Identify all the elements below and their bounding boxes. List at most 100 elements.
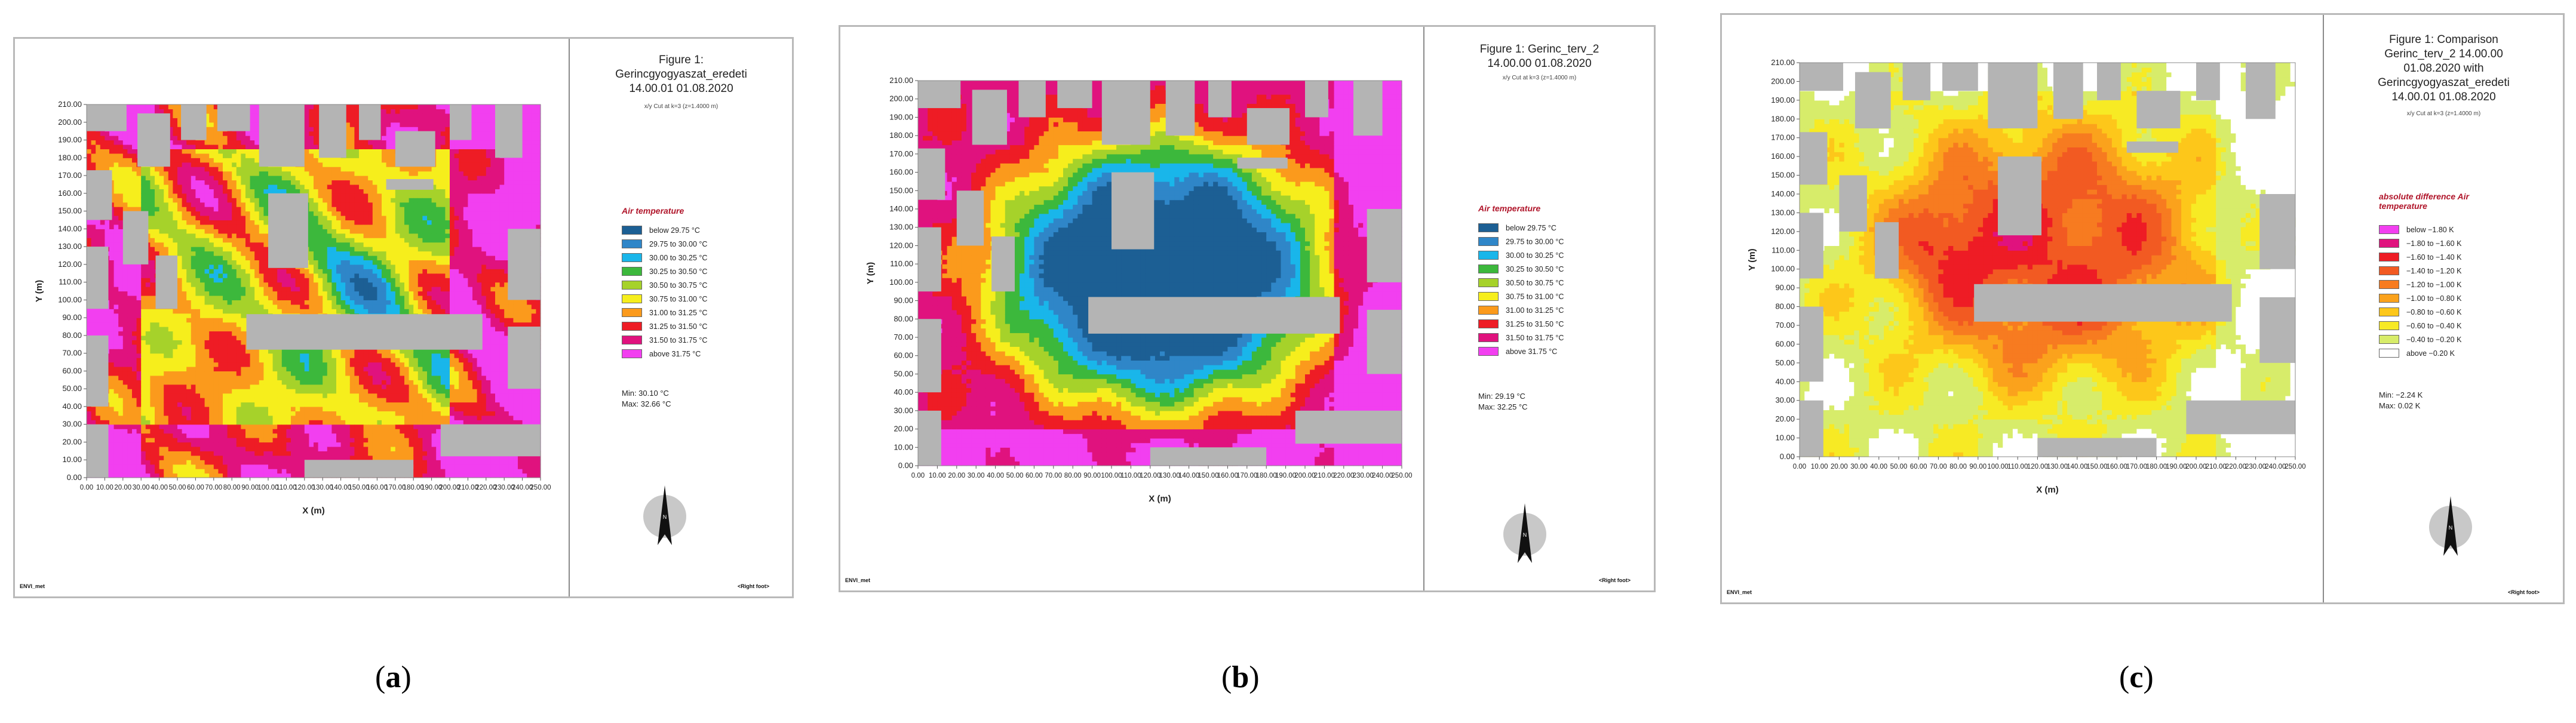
heatmap-cell <box>323 424 328 429</box>
heatmap-cell <box>286 406 291 411</box>
heatmap-cell <box>127 273 133 278</box>
heatmap-cell <box>227 242 232 247</box>
heatmap-cell <box>136 473 142 478</box>
heatmap-cell <box>122 264 128 269</box>
heatmap-cell <box>277 402 283 407</box>
heatmap-cell <box>349 424 355 429</box>
heatmap-cell <box>168 438 173 443</box>
heatmap-cell <box>277 384 283 389</box>
heatmap-cell <box>268 184 274 189</box>
heatmap-cell <box>182 273 187 278</box>
heatmap-cell <box>281 269 287 274</box>
heatmap-cell <box>155 202 160 207</box>
heatmap-cell <box>340 402 346 407</box>
heatmap-cell <box>177 216 183 221</box>
heatmap-cell <box>345 442 351 447</box>
heatmap-cell <box>268 438 274 443</box>
heatmap-cell <box>145 198 151 203</box>
heatmap-cell <box>145 207 151 212</box>
heatmap-cell <box>118 424 124 429</box>
heatmap-cell <box>204 153 210 158</box>
heatmap-cell <box>200 429 205 434</box>
heatmap-cell <box>241 171 246 176</box>
heatmap-cell <box>118 242 124 247</box>
heatmap-cell <box>323 398 328 403</box>
heatmap-cell <box>227 424 232 429</box>
heatmap-cell <box>304 287 309 292</box>
heatmap-cell <box>263 358 269 363</box>
heatmap-cell <box>168 109 173 114</box>
heatmap-cell <box>340 353 346 358</box>
heatmap-cell <box>331 415 337 420</box>
heatmap-cell <box>186 366 192 372</box>
heatmap-cell <box>295 309 300 314</box>
heatmap-cell <box>204 384 210 389</box>
heatmap-cell <box>186 460 192 465</box>
heatmap-cell <box>314 380 319 385</box>
heatmap-cell <box>318 184 323 189</box>
heatmap-cell <box>96 140 101 145</box>
heatmap-cell <box>218 402 223 407</box>
heatmap-cell <box>254 389 260 394</box>
heatmap-cell <box>245 366 251 372</box>
heatmap-cell <box>127 171 133 176</box>
heatmap-cell <box>96 420 101 425</box>
heatmap-cell <box>250 393 255 398</box>
heatmap-cell <box>200 420 205 425</box>
heatmap-cell <box>195 162 201 167</box>
heatmap-cell <box>314 136 319 141</box>
heatmap-cell <box>96 233 101 238</box>
heatmap-cell <box>250 153 255 158</box>
heatmap-cell <box>213 344 219 349</box>
heatmap-cell <box>168 393 173 398</box>
heatmap-cell <box>241 371 246 376</box>
heatmap-cell <box>177 415 183 420</box>
heatmap-cell <box>232 406 237 411</box>
heatmap-cell <box>186 398 192 403</box>
heatmap-cell <box>277 295 283 300</box>
heatmap-cell <box>331 251 337 256</box>
heatmap-cell <box>195 273 201 278</box>
heatmap-cell <box>159 389 164 394</box>
heatmap-cell <box>177 162 183 167</box>
heatmap-cell <box>159 406 164 411</box>
heatmap-cell <box>281 273 287 278</box>
heatmap-cell <box>349 451 355 456</box>
heatmap-cell <box>300 278 305 283</box>
heatmap-cell <box>141 198 146 203</box>
heatmap-cell <box>254 176 260 181</box>
heatmap-cell <box>209 238 214 243</box>
heatmap-cell <box>204 424 210 429</box>
heatmap-cell <box>263 393 269 398</box>
heatmap-cell <box>191 184 196 189</box>
heatmap-cell <box>204 411 210 416</box>
heatmap-cell <box>213 469 219 474</box>
heatmap-cell <box>177 371 183 376</box>
heatmap-cell <box>150 411 155 416</box>
heatmap-cell <box>232 149 237 154</box>
heatmap-cell <box>254 180 260 185</box>
heatmap-cell <box>182 233 187 238</box>
heatmap-cell <box>87 420 92 425</box>
heatmap-cell <box>195 264 201 269</box>
heatmap-cell <box>314 398 319 403</box>
heatmap-cell <box>150 424 155 429</box>
heatmap-cell <box>204 104 210 110</box>
heatmap-cell <box>314 389 319 394</box>
heatmap-cell <box>177 136 183 141</box>
heatmap-cell <box>227 202 232 207</box>
heatmap-cell <box>118 264 124 269</box>
heatmap-cell <box>263 469 269 474</box>
heatmap-cell <box>177 118 183 123</box>
heatmap-cell <box>155 384 160 389</box>
heatmap-cell <box>204 207 210 212</box>
heatmap-cell <box>336 375 342 380</box>
heatmap-cell <box>263 451 269 456</box>
heatmap-cell <box>331 193 337 198</box>
heatmap-cell <box>250 353 255 358</box>
heatmap-cell <box>250 300 255 305</box>
heatmap-cell <box>223 398 228 403</box>
heatmap-cell <box>132 327 137 332</box>
heatmap-cell <box>314 429 319 434</box>
heatmap-cell <box>191 344 196 349</box>
